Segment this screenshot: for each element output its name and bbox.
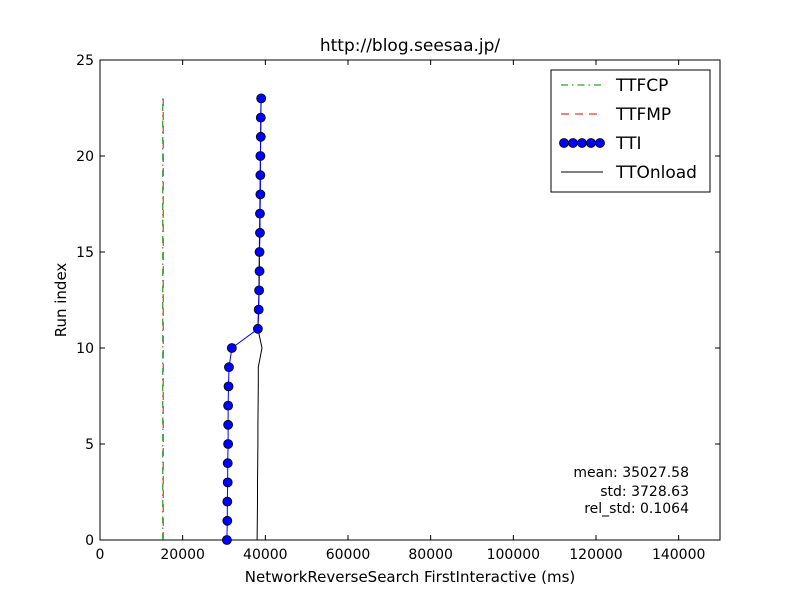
series-layer	[162, 93, 267, 545]
series-tti-point	[223, 419, 234, 430]
stats-annotation: mean: 35027.58 std: 3728.63 rel_std: 0.1…	[573, 465, 689, 517]
x-axis-label: NetworkReverseSearch FirstInteractive (m…	[245, 568, 576, 586]
series-tti-point	[255, 208, 265, 219]
y-tick-label: 20	[76, 149, 94, 165]
y-tick-label: 15	[76, 245, 94, 261]
x-tick-label: 100000	[487, 547, 540, 563]
x-tick-label: 40000	[243, 547, 288, 563]
plot-area: 0 20000 40000 60000 80000 100000 120000 140000 0…	[76, 53, 721, 563]
chart-title: http://blog.seesaa.jp/	[320, 36, 501, 56]
y-tick-label: 10	[76, 341, 94, 357]
series-tti-point	[253, 304, 264, 315]
axis-ticks: 0 20000 40000 60000 80000 100000 120000 140000 0…	[76, 53, 720, 563]
legend-label-tti: TTI	[615, 134, 641, 154]
series-tti-point	[222, 515, 233, 526]
plot-frame	[99, 59, 721, 541]
x-tick-label: 120000	[569, 547, 622, 563]
legend-marker-tti	[559, 138, 569, 148]
stats-rel-std: rel_std: 0.1064	[584, 501, 689, 517]
legend-marker-tti	[595, 138, 605, 148]
series-tti-point	[255, 131, 266, 142]
legend-marker-tti	[577, 138, 587, 148]
series-tti-point	[222, 496, 233, 507]
y-tick-label: 5	[85, 437, 94, 453]
series-tti-point	[255, 189, 266, 200]
series-tti-point	[222, 458, 233, 469]
legend: TTFCP TTFMP TTI TTOnload	[550, 69, 711, 193]
series-tti-point	[222, 477, 233, 488]
series-tti-point	[252, 323, 263, 334]
stats-mean: mean: 35027.58	[573, 465, 689, 481]
y-tick-label: 0	[85, 533, 94, 549]
series-tti-point	[256, 93, 267, 104]
x-tick-label: 20000	[160, 547, 205, 563]
series-tti-point	[255, 112, 266, 123]
stats-std: std: 3728.63	[600, 484, 689, 500]
legend-label-ttonload: TTOnload	[615, 163, 697, 183]
series-tti-point	[223, 439, 234, 449]
series-tti-point	[224, 362, 234, 373]
series-tti-point	[223, 400, 234, 411]
legend-marker-tti	[568, 138, 578, 148]
y-tick-label: 25	[76, 53, 94, 69]
series-tti-point	[254, 285, 265, 296]
series-tti-point	[226, 343, 237, 353]
series-tti-point	[255, 170, 266, 181]
series-tti-point	[254, 247, 265, 257]
legend-marker-tti	[586, 138, 596, 148]
x-tick-label: 60000	[326, 547, 371, 563]
series-tti-point	[223, 381, 234, 392]
series-tti-point	[221, 535, 232, 545]
legend-label-ttfcp: TTFCP	[615, 76, 668, 96]
series-tti-point	[254, 266, 265, 277]
x-tick-label: 80000	[408, 547, 453, 563]
series-tti-point	[255, 151, 266, 161]
series-tti-point	[255, 227, 265, 238]
y-axis-label: Run index	[52, 263, 70, 338]
x-tick-label: 0	[96, 547, 105, 563]
x-tick-label: 140000	[652, 547, 705, 563]
legend-label-ttfmp: TTFMP	[615, 105, 671, 125]
